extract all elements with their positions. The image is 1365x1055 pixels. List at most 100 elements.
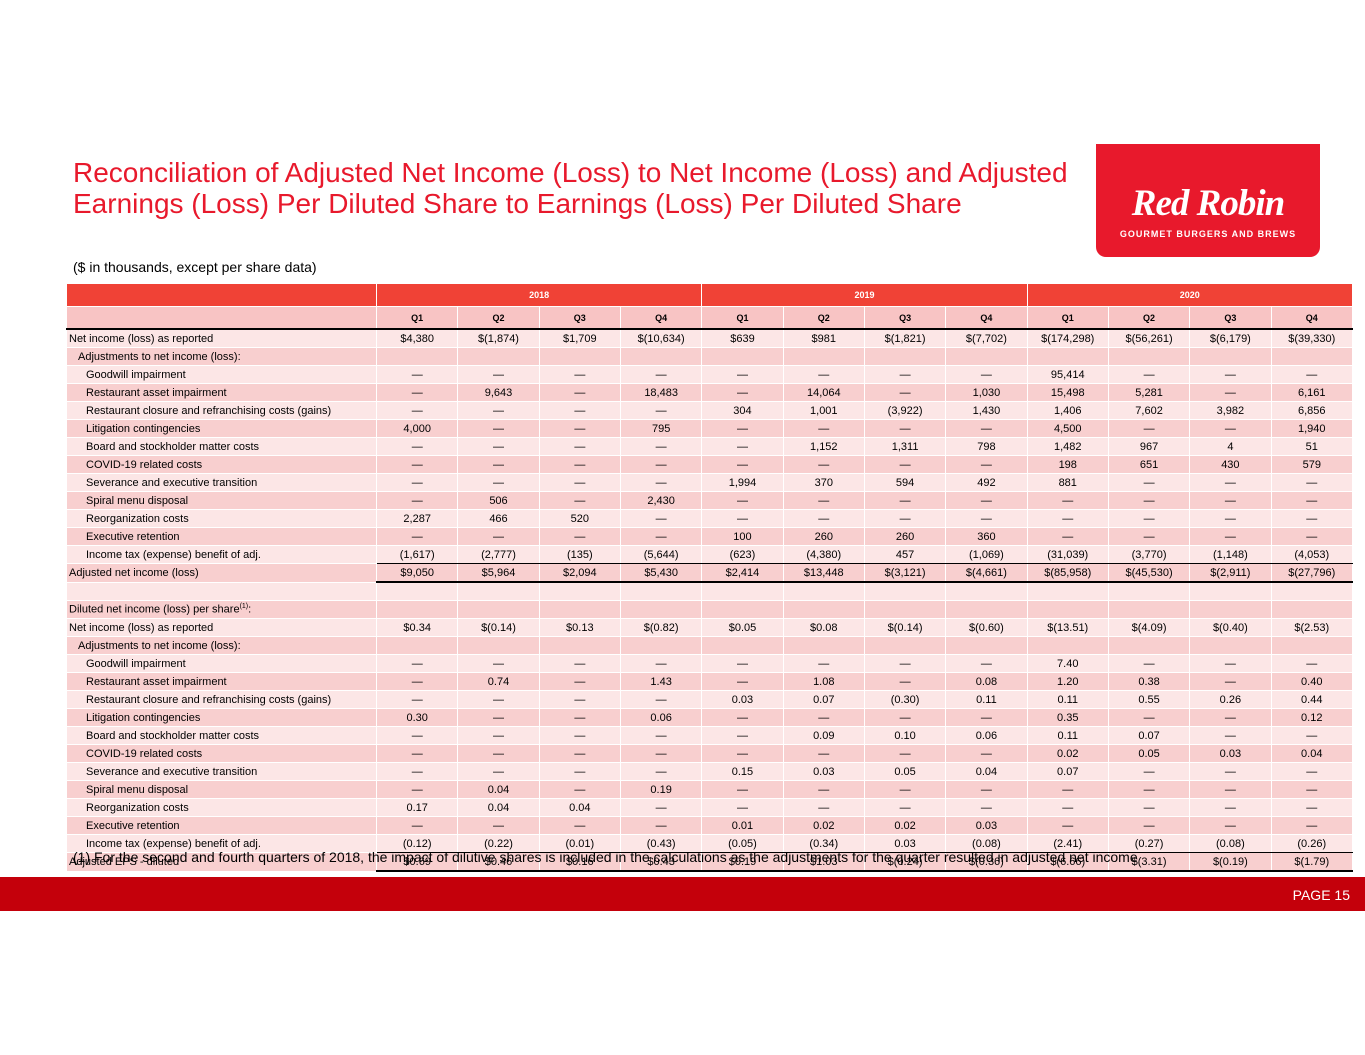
value-cell: — — [701, 708, 784, 727]
value-cell: — — [376, 780, 459, 799]
value-cell: 0.19 — [619, 780, 703, 799]
row-label: Goodwill impairment — [65, 365, 378, 384]
value-cell — [945, 347, 1028, 366]
value-cell: — — [782, 491, 865, 510]
value-cell: — — [1107, 491, 1191, 510]
value-cell: $2,094 — [538, 563, 621, 583]
value-cell: — — [1026, 780, 1109, 799]
table-row: Adjustments to net income (loss): — [65, 347, 1354, 366]
value-cell: $(13.51) — [1026, 618, 1109, 637]
value-cell: 14,064 — [782, 383, 865, 402]
quarter-header: Q4 — [1270, 306, 1354, 330]
value-cell: — — [1107, 654, 1191, 673]
value-cell: — — [945, 744, 1028, 763]
value-cell: — — [945, 654, 1028, 673]
year-header-row: 2018 2019 2020 — [65, 283, 1354, 307]
value-cell: $(0.60) — [945, 618, 1028, 637]
row-label: Board and stockholder matter costs — [65, 437, 378, 456]
value-cell: 0.05 — [1107, 744, 1191, 763]
value-cell: — — [619, 455, 703, 474]
value-cell: — — [782, 744, 865, 763]
value-cell: — — [376, 383, 459, 402]
value-cell: 1.43 — [619, 672, 703, 691]
value-cell: 466 — [457, 509, 540, 528]
page-title: Reconciliation of Adjusted Net Income (L… — [73, 157, 1068, 219]
value-cell: 0.35 — [1026, 708, 1109, 727]
value-cell: — — [376, 654, 459, 673]
value-cell: $(85,958) — [1026, 563, 1109, 583]
value-cell: — — [538, 780, 621, 799]
value-cell: — — [376, 491, 459, 510]
value-cell: — — [863, 744, 947, 763]
value-cell: — — [1189, 816, 1272, 835]
value-cell: — — [1270, 509, 1354, 528]
value-cell: (0.01) — [538, 834, 621, 853]
quarter-header: Q1 — [1026, 306, 1109, 330]
table-row: Executive retention — — — —100 260 260 360— — — — — [65, 527, 1354, 546]
value-cell: — — [538, 654, 621, 673]
value-cell: — — [1107, 780, 1191, 799]
value-cell: — — [1189, 672, 1272, 691]
row-label: Adjusted net income (loss) — [65, 563, 378, 583]
value-cell: — — [701, 726, 784, 745]
empty-cell — [1107, 581, 1191, 601]
table-row: COVID-19 related costs — — — — — — — —198 651 430 5… — [65, 455, 1354, 474]
value-cell: (1,069) — [945, 545, 1028, 564]
value-cell: — — [1026, 527, 1109, 546]
empty-cell — [1270, 581, 1354, 601]
row-label: Executive retention — [65, 527, 378, 546]
value-cell — [1189, 636, 1272, 655]
value-cell: — — [1270, 798, 1354, 817]
value-cell: — — [619, 762, 703, 781]
value-cell: — — [701, 509, 784, 528]
value-cell: 2,287 — [376, 509, 459, 528]
value-cell: 100 — [701, 527, 784, 546]
value-cell: (1,148) — [1189, 545, 1272, 564]
value-cell: — — [376, 455, 459, 474]
value-cell: — — [376, 672, 459, 691]
value-cell: — — [782, 455, 865, 474]
quarter-header-row: Q1 Q2 Q3 Q4 Q1 Q2 Q3 Q4 Q1 Q2 Q3 Q4 — [65, 306, 1354, 330]
value-cell: 1,430 — [945, 401, 1028, 420]
value-cell — [863, 347, 947, 366]
value-cell: — — [457, 816, 540, 835]
value-cell: — — [619, 401, 703, 420]
header-spacer — [65, 306, 378, 330]
value-cell: $0.19 — [701, 852, 784, 872]
table-row: Reorganization costs 0.17 0.04 0.04— — — — — — — —… — [65, 798, 1354, 817]
red-robin-logo: Red Robin GOURMET BURGERS AND BREWS — [1096, 144, 1320, 257]
value-cell: 1,482 — [1026, 437, 1109, 456]
empty-cell — [945, 581, 1028, 601]
value-cell: 2,430 — [619, 491, 703, 510]
value-cell: — — [1107, 816, 1191, 835]
footnote-marker: (1) — [239, 603, 249, 611]
empty-cell — [1026, 600, 1109, 619]
value-cell: — — [376, 527, 459, 546]
table-subtitle: ($ in thousands, except per share data) — [73, 259, 317, 275]
value-cell: (4,053) — [1270, 545, 1354, 564]
value-cell: — — [619, 365, 703, 384]
value-cell: $0.34 — [376, 618, 459, 637]
value-cell: — — [701, 744, 784, 763]
table-row: Net income (loss) as reported $0.34 $(0.14… — [65, 618, 1354, 637]
footer-bar: PAGE 15 — [0, 877, 1365, 911]
row-label: Adjustments to net income (loss): — [65, 636, 378, 655]
value-cell — [457, 347, 540, 366]
value-cell: $(56,261) — [1107, 328, 1191, 348]
value-cell: — — [457, 437, 540, 456]
value-cell: — — [1107, 509, 1191, 528]
value-cell: — — [701, 491, 784, 510]
value-cell: (0.26) — [1270, 834, 1354, 853]
empty-cell — [376, 581, 459, 601]
value-cell: $0.08 — [782, 618, 865, 637]
value-cell: 0.44 — [1270, 690, 1354, 709]
value-cell: — — [376, 816, 459, 835]
table-row: Spiral menu disposal —0.04—0.19— — — — — — — — — [65, 780, 1354, 799]
value-cell — [457, 636, 540, 655]
value-cell: — — [782, 509, 865, 528]
value-cell: — — [619, 509, 703, 528]
value-cell — [701, 347, 784, 366]
value-cell: 795 — [619, 419, 703, 438]
logo-wordmark: Red Robin — [1131, 183, 1285, 224]
value-cell: $0.16 — [538, 852, 621, 872]
